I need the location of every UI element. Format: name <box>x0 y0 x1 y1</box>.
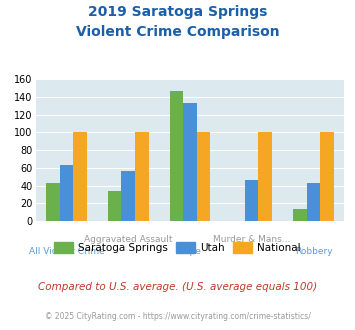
Bar <box>108 191 121 221</box>
Text: Rape: Rape <box>179 248 201 256</box>
Bar <box>183 103 197 221</box>
Text: © 2025 CityRating.com - https://www.cityrating.com/crime-statistics/: © 2025 CityRating.com - https://www.city… <box>45 312 310 321</box>
Text: Aggravated Assault: Aggravated Assault <box>84 235 173 244</box>
Text: All Violent Crime: All Violent Crime <box>28 248 104 256</box>
Legend: Saratoga Springs, Utah, National: Saratoga Springs, Utah, National <box>50 238 305 257</box>
Bar <box>60 165 73 221</box>
Bar <box>293 209 307 221</box>
Text: 2019 Saratoga Springs: 2019 Saratoga Springs <box>88 5 267 19</box>
Bar <box>170 91 183 221</box>
Text: Murder & Mans...: Murder & Mans... <box>213 235 290 244</box>
Bar <box>135 132 148 221</box>
Text: Violent Crime Comparison: Violent Crime Comparison <box>76 25 279 39</box>
Text: Robbery: Robbery <box>295 248 332 256</box>
Bar <box>197 132 210 221</box>
Bar <box>258 132 272 221</box>
Bar <box>245 180 258 221</box>
Bar <box>320 132 334 221</box>
Bar <box>121 171 135 221</box>
Bar <box>307 183 320 221</box>
Text: Compared to U.S. average. (U.S. average equals 100): Compared to U.S. average. (U.S. average … <box>38 282 317 292</box>
Bar <box>73 132 87 221</box>
Bar <box>46 183 60 221</box>
